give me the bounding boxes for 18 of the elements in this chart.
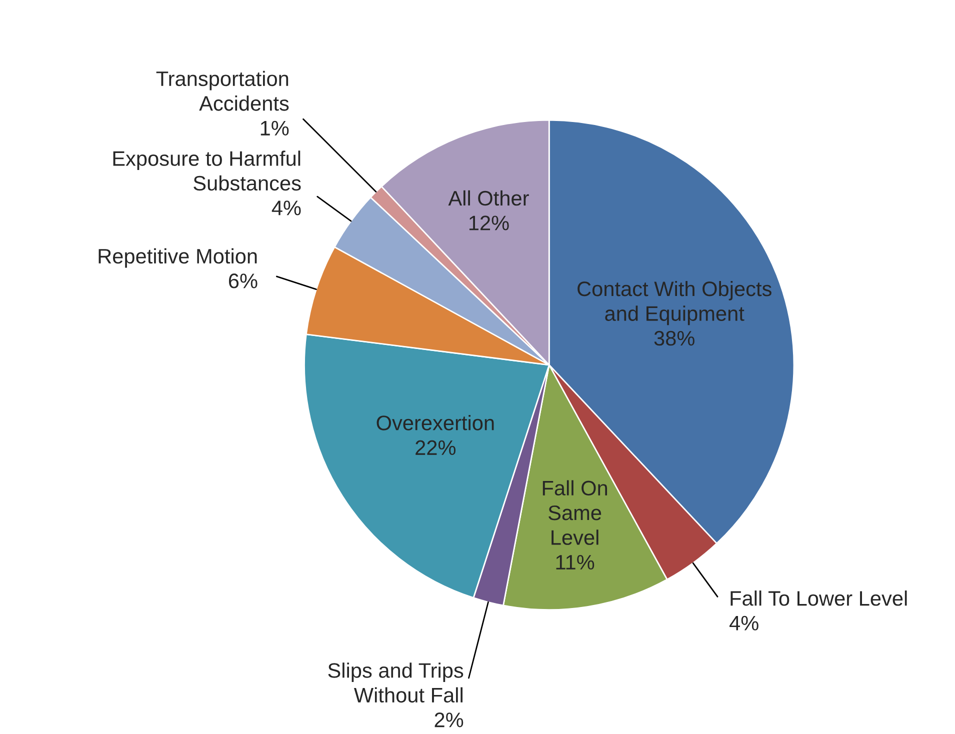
data-label: 11%	[556, 554, 594, 570]
data-label: 4%	[272, 200, 301, 216]
slice-label: Overexertion	[376, 415, 494, 430]
slice-label: Contact With Objects and Equipment	[578, 280, 772, 326]
slice-label: Fall To Lower Level	[730, 590, 907, 606]
data-label: 12%	[469, 216, 509, 230]
data-label: 4%	[730, 616, 758, 630]
slice-label: Transportation Accidents	[156, 70, 289, 111]
slice-label: Slips and Trips Without Fall	[328, 662, 464, 703]
slice-label: All Other	[448, 190, 529, 206]
data-label: 22%	[416, 440, 456, 455]
data-label: 6%	[228, 274, 258, 288]
slice-label: Exposure to Harmful Substances	[113, 150, 301, 191]
data-label: 38%	[654, 330, 694, 346]
slice-label: Fall On Same Level	[542, 480, 608, 545]
data-label: 1%	[260, 120, 289, 136]
slice-label: Repetitive Motion	[98, 248, 257, 268]
data-label: 2%	[434, 712, 464, 728]
